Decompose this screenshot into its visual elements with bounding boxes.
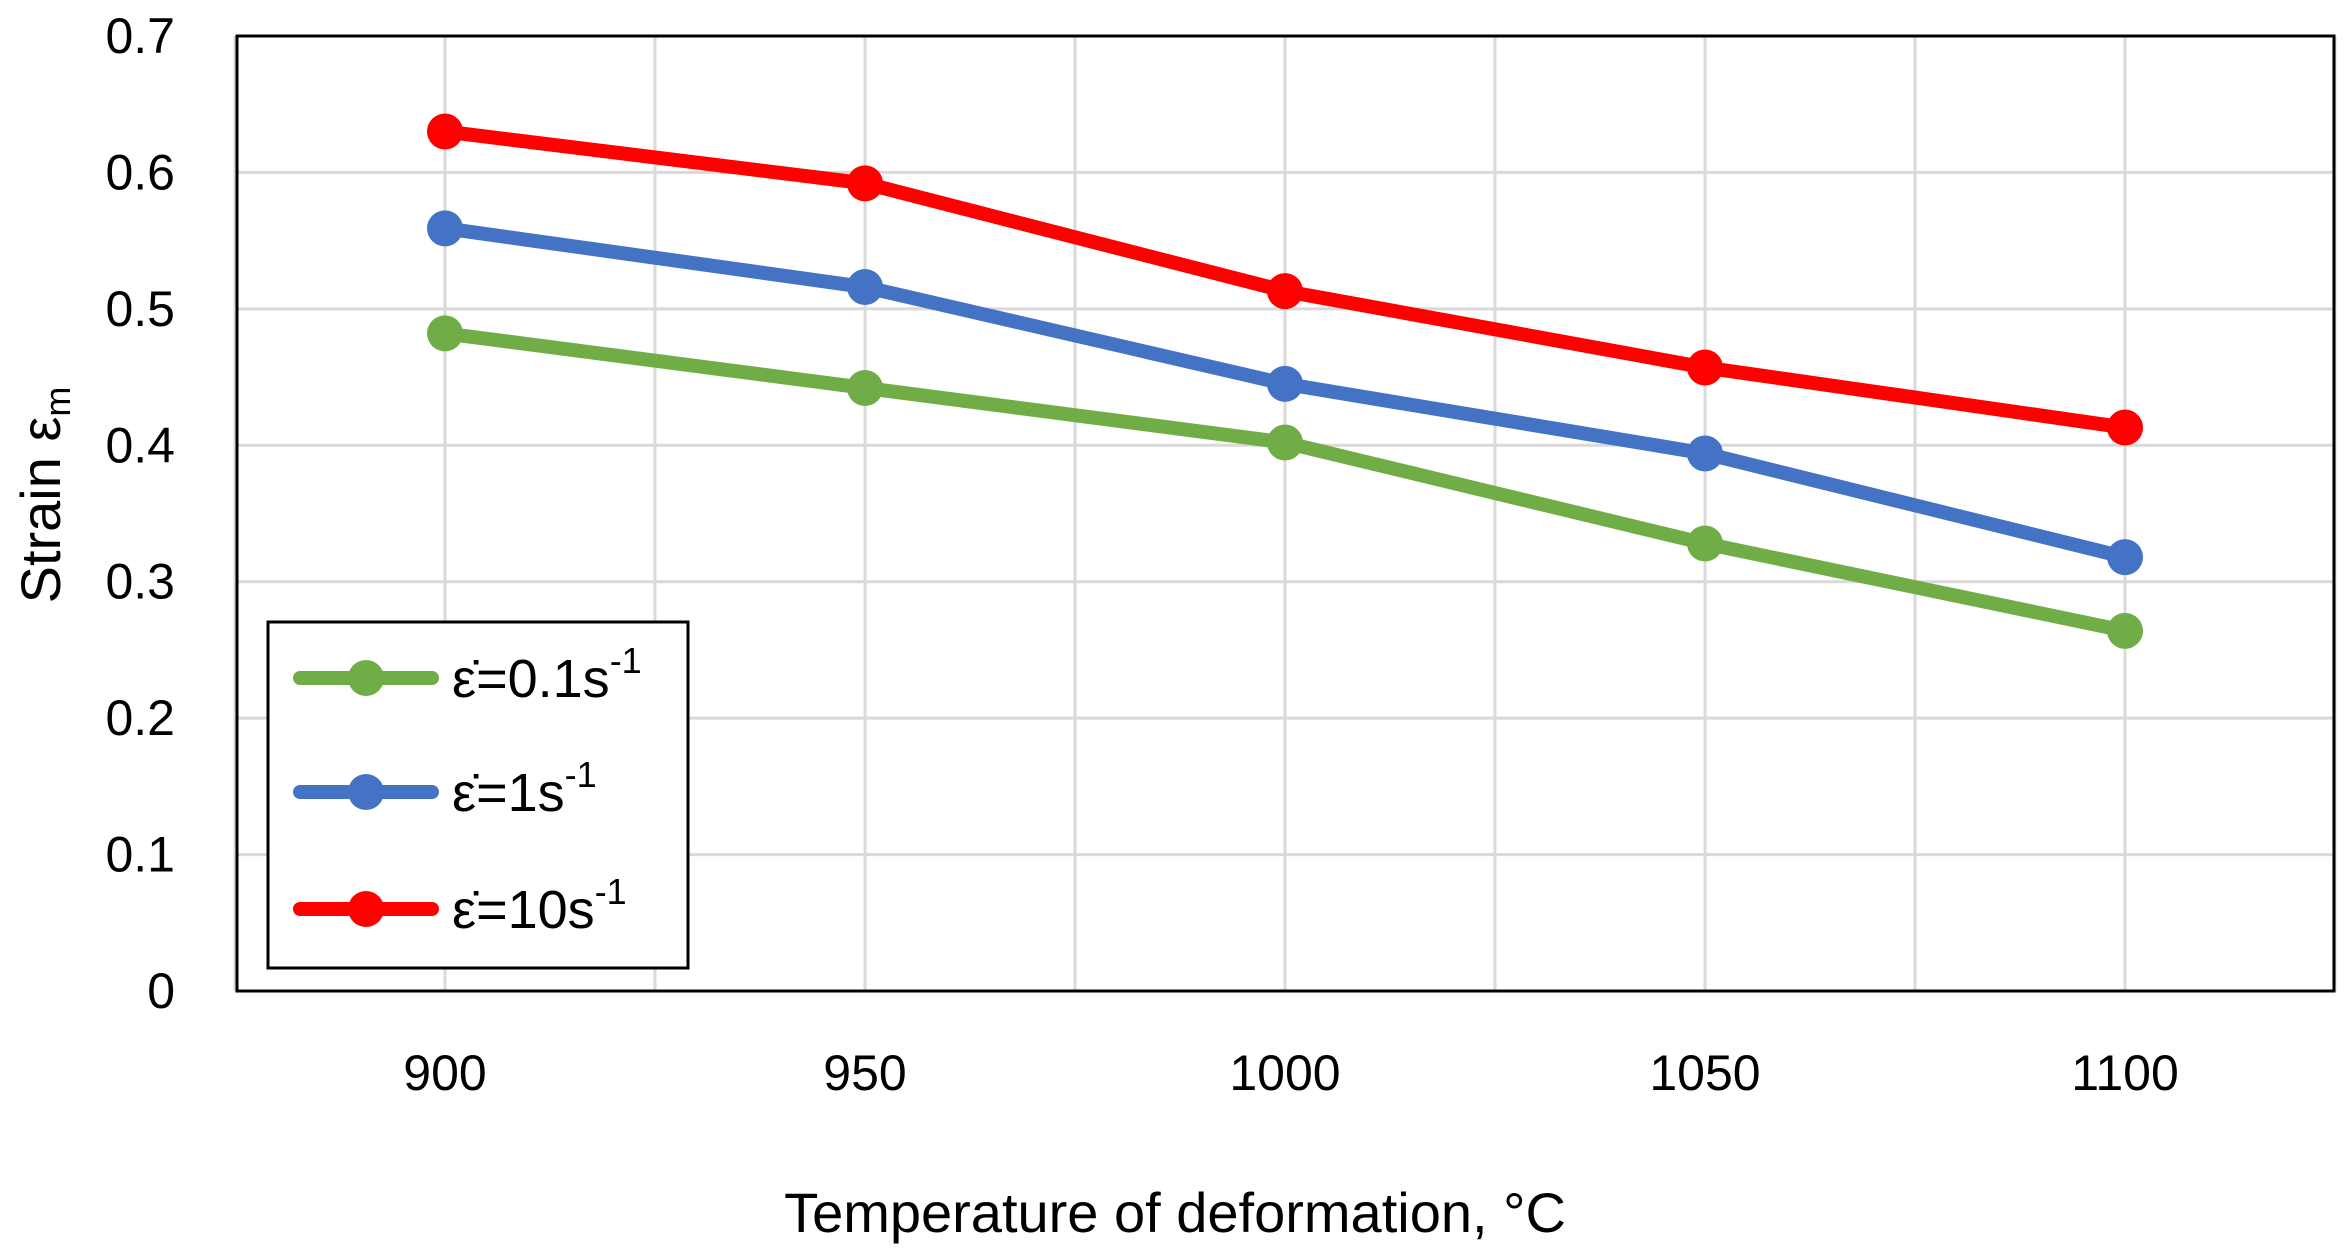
data-point	[1267, 424, 1303, 461]
legend-item: ε̇=0.1s-1	[293, 640, 642, 709]
legend-item: ε̇=1s-1	[293, 754, 597, 823]
x-tick-label: 900	[403, 1045, 486, 1101]
grid-lines	[233, 36, 2337, 991]
legend-label: ε̇=0.1s-1	[452, 640, 642, 709]
data-point	[1267, 365, 1303, 402]
legend-swatch-marker	[348, 660, 384, 696]
plot-area-frame	[235, 34, 2336, 993]
y-tick-label: 0.1	[105, 827, 175, 883]
series-0	[427, 315, 2143, 649]
data-point	[427, 315, 463, 352]
data-point	[427, 113, 463, 150]
data-point	[847, 165, 883, 202]
data-point	[847, 269, 883, 306]
data-point	[2107, 409, 2143, 446]
y-axis-title: Strain εm	[9, 387, 78, 604]
y-tick-label: 0.7	[105, 8, 175, 64]
legend-label: ε̇=1s-1	[452, 754, 597, 823]
legend-swatch-marker	[348, 774, 384, 810]
data-point	[1687, 435, 1723, 472]
data-point	[1267, 273, 1303, 310]
x-tick-label: 1050	[1649, 1045, 1760, 1101]
legend: ε̇=0.1s-1ε̇=1s-1ε̇=10s-1	[266, 620, 690, 970]
x-axis-title: Temperature of deformation, °C	[784, 1181, 1566, 1244]
data-point	[1687, 349, 1723, 386]
legend-swatch-marker	[348, 891, 384, 927]
data-point	[1687, 525, 1723, 562]
y-axis-ticks: 0 0.1 0.2 0.3 0.4 0.5 0.6 0.7	[105, 8, 175, 1019]
legend-label-superscript: -1	[595, 871, 627, 912]
series-1	[427, 210, 2143, 576]
y-tick-label: 0.4	[105, 417, 175, 473]
y-tick-label: 0.5	[105, 281, 175, 337]
data-point	[2107, 539, 2143, 576]
legend-label-main: ε̇=10s	[452, 880, 595, 940]
legend-label-main: ε̇=0.1s	[452, 649, 610, 709]
series-2	[427, 113, 2143, 446]
y-axis-title-subscript: m	[37, 387, 78, 417]
x-tick-label: 1100	[2071, 1045, 2179, 1101]
data-point	[427, 210, 463, 247]
x-axis-ticks: 900 950 1000 1050 1100	[403, 1045, 2178, 1101]
legend-label-main: ε̇=1s	[452, 763, 565, 823]
legend-label-superscript: -1	[565, 754, 597, 795]
series-group	[427, 113, 2143, 649]
y-tick-label: 0.3	[105, 554, 175, 610]
legend-label-superscript: -1	[610, 640, 642, 681]
x-tick-label: 950	[823, 1045, 906, 1101]
x-tick-label: 1000	[1229, 1045, 1340, 1101]
legend-item: ε̇=10s-1	[293, 871, 627, 940]
y-axis-title-main: Strain ε	[9, 417, 72, 604]
data-point	[2107, 612, 2143, 649]
y-tick-label: 0	[147, 963, 175, 1019]
y-tick-label: 0.6	[105, 144, 175, 200]
legend-label: ε̇=10s-1	[452, 871, 627, 940]
data-point	[847, 369, 883, 406]
y-tick-label: 0.2	[105, 690, 175, 746]
